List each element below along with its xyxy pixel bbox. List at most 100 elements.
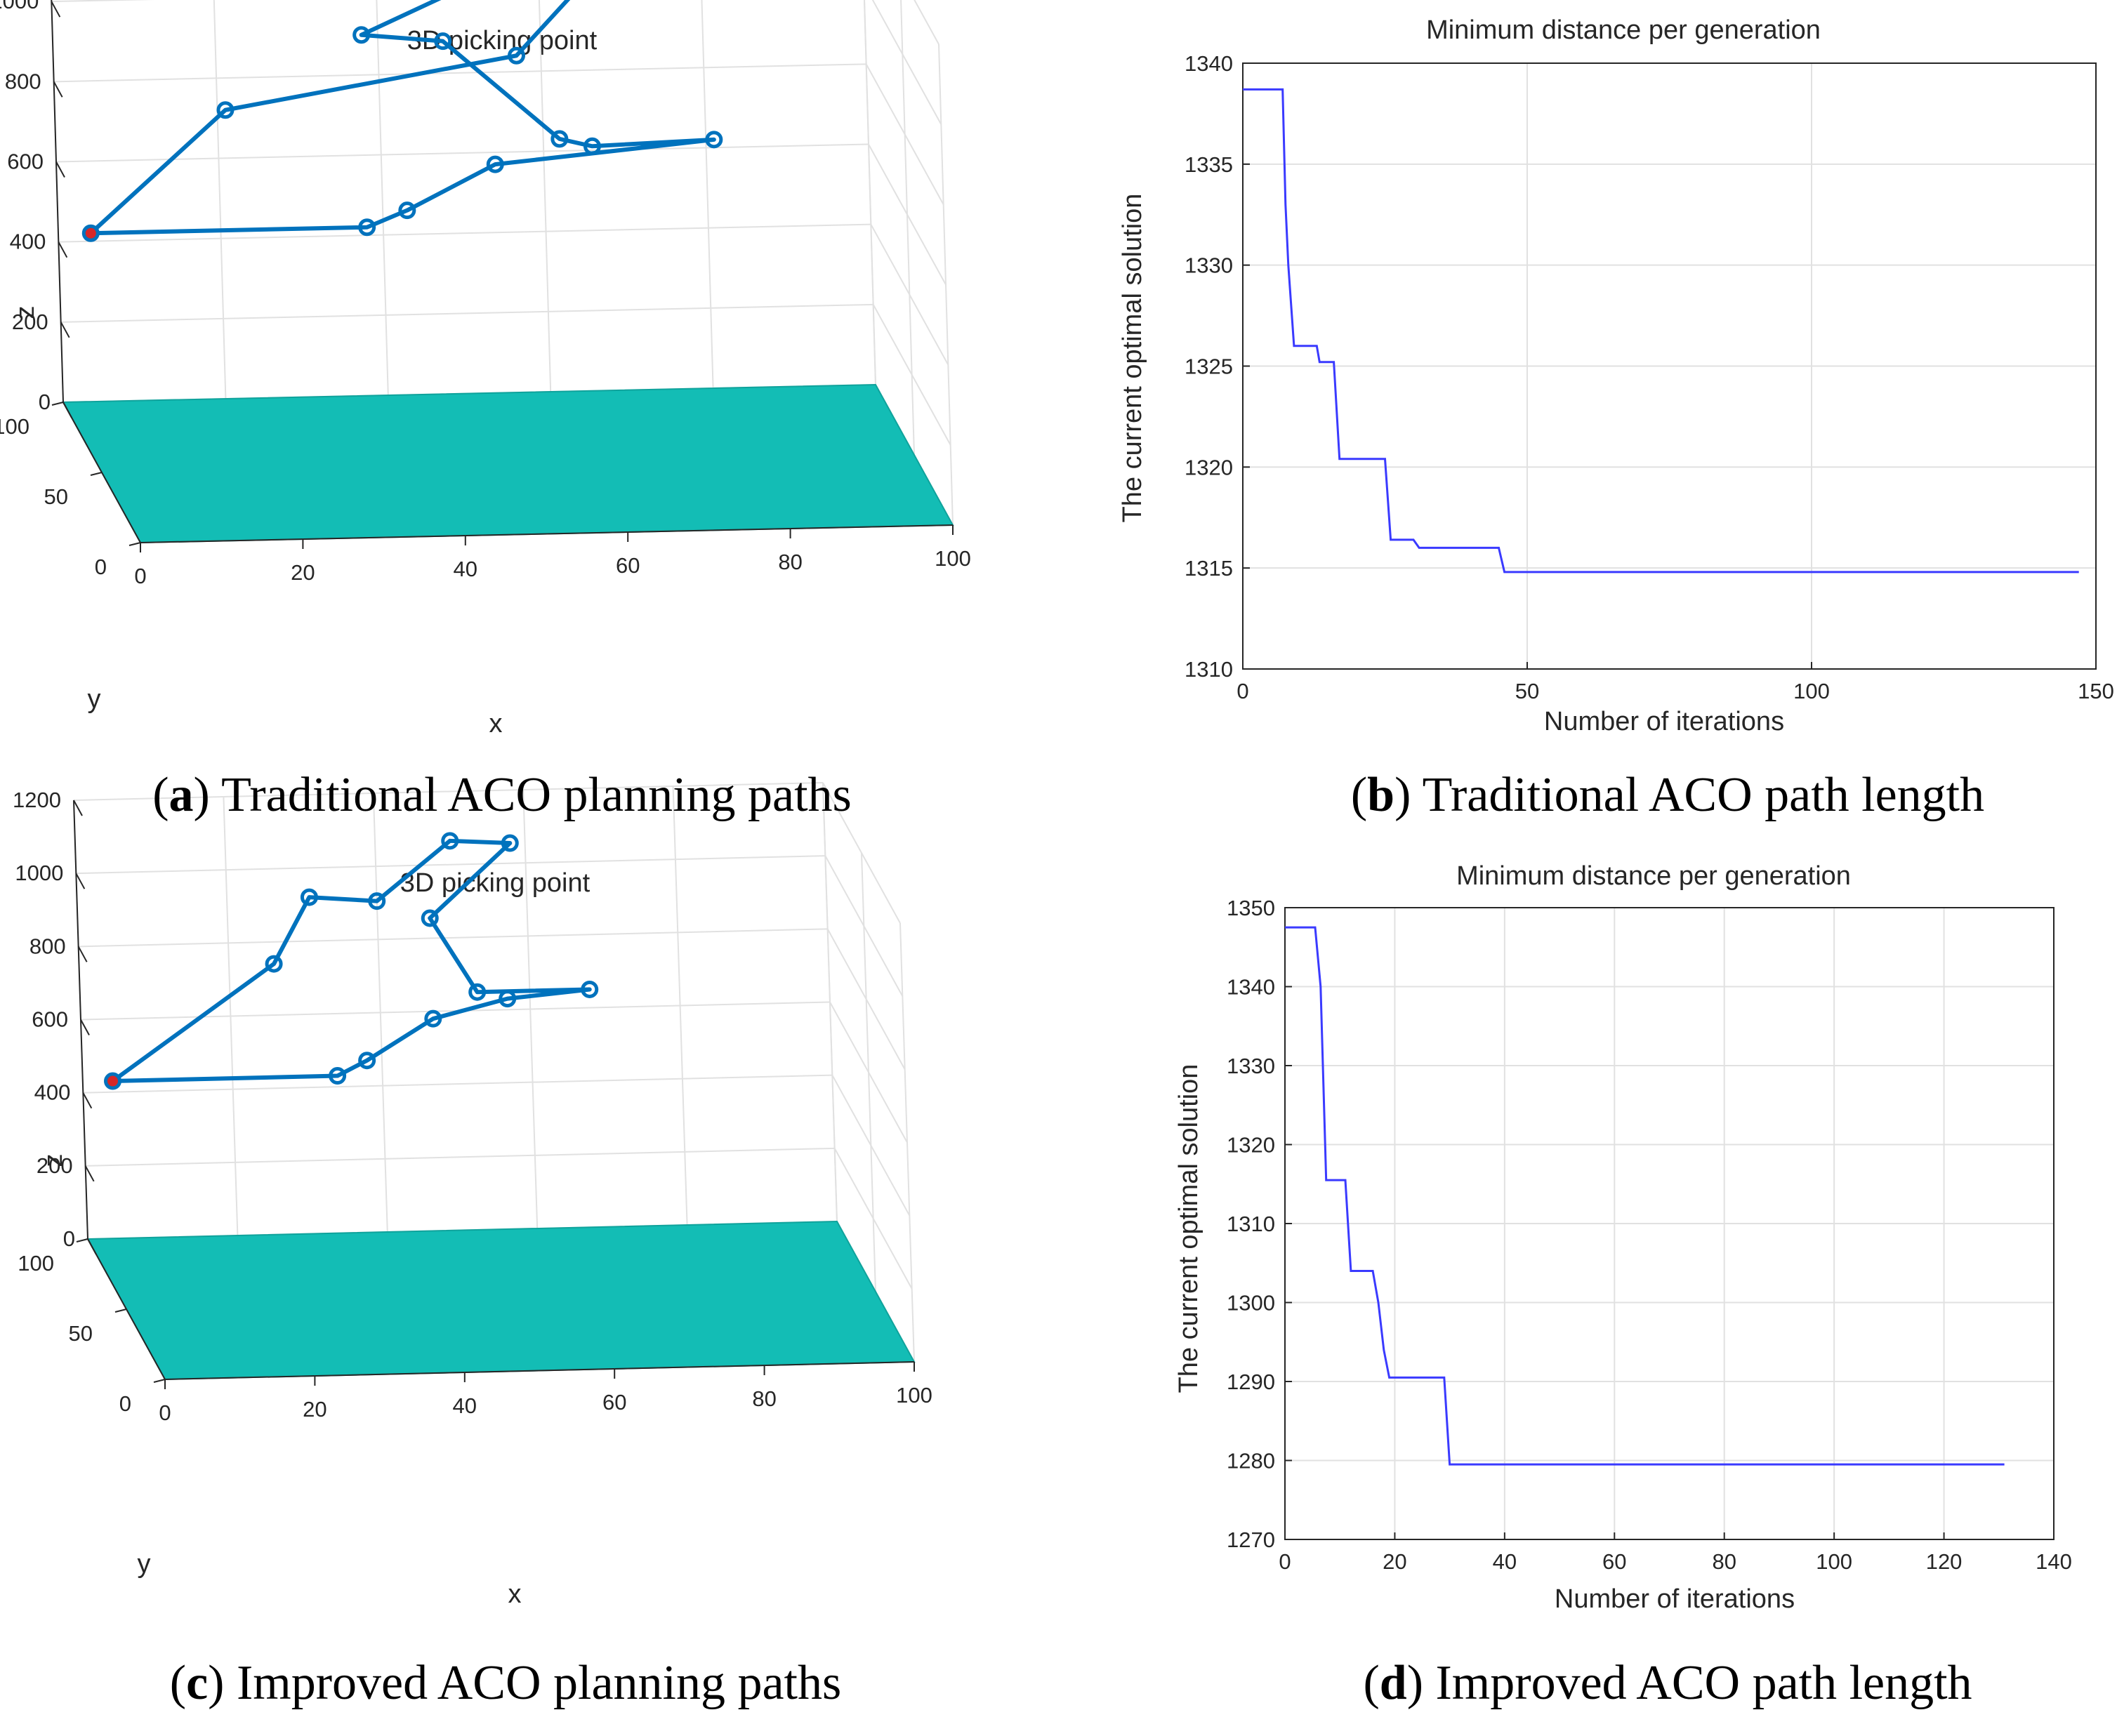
plot-frame: [1284, 907, 2055, 1540]
picking-point-marker: [468, 983, 487, 1001]
x-tick-label: 40: [1493, 1549, 1517, 1574]
picking-point-marker: [705, 131, 723, 149]
y-tick-label: 1340: [1185, 51, 1233, 76]
x-tick-label: 0: [159, 1400, 171, 1425]
grid-line: [55, 143, 869, 163]
z-tick-mark: [80, 1019, 90, 1035]
grid-line: [863, 0, 876, 385]
caption-text: Improved ACO path length: [1436, 1656, 1972, 1710]
x-tick-label: 50: [1515, 679, 1539, 703]
z-tick-label: 800: [5, 69, 41, 93]
x-tick-label: 20: [303, 1397, 327, 1422]
y-axis-title: y: [88, 684, 101, 714]
y-tick-label: 1320: [1227, 1133, 1275, 1158]
z-tick-label: 800: [29, 934, 66, 958]
grid-line: [672, 786, 688, 1226]
chart-title: Minimum distance per generation: [1456, 861, 1851, 891]
floor-surface: [86, 1220, 916, 1381]
caption-text: Improved ACO planning paths: [237, 1656, 841, 1710]
y-tick-label: 1330: [1185, 253, 1233, 278]
grid-line: [538, 0, 552, 392]
x-tick-label: 80: [778, 550, 802, 574]
picking-path-line: [89, 0, 716, 236]
grid-line: [85, 1147, 835, 1167]
chart-title: Minimum distance per generation: [1426, 15, 1821, 45]
y-tick-label: 50: [69, 1321, 93, 1346]
picking-point-marker: [507, 46, 525, 65]
picking-point-marker: [424, 1009, 442, 1028]
x-tick-label: 40: [454, 557, 477, 581]
y-tick-label: 100: [18, 1251, 54, 1276]
z-tick-label: 0: [63, 1226, 75, 1251]
z-tick-label: 600: [32, 1007, 68, 1032]
caption-letter: b: [1367, 768, 1394, 822]
grid-line: [701, 0, 714, 389]
z-tick-label: 600: [7, 150, 44, 174]
z-tick-mark: [87, 1238, 97, 1255]
picking-point-marker: [329, 1067, 347, 1085]
y-tick-mark: [90, 472, 103, 476]
y-tick-label: 100: [0, 414, 29, 439]
z-tick-mark: [75, 873, 86, 889]
picking-path-line: [111, 838, 592, 1084]
y-tick-label: 1335: [1185, 152, 1233, 177]
z-tick-mark: [82, 1092, 93, 1109]
x-axis-line: [140, 524, 954, 543]
caption-d: (d) Improved ACO path length: [1363, 1656, 1972, 1710]
caption-a: (a) Traditional ACO planning paths: [152, 768, 852, 822]
picking-point-marker: [581, 980, 599, 998]
picking-point-marker: [583, 137, 601, 155]
floor-surface: [62, 383, 954, 544]
optimal-solution-line: [1243, 88, 2079, 574]
z-tick-mark: [62, 402, 72, 418]
y-tick-mark: [128, 542, 141, 546]
z-tick-mark: [84, 1165, 95, 1182]
picking-point-marker: [441, 832, 459, 850]
grid-line: [861, 852, 876, 1292]
grid-line: [899, 922, 915, 1363]
grid-line: [78, 928, 828, 948]
y-axis-title: y: [138, 1549, 151, 1579]
z-tick-label: 400: [34, 1080, 71, 1105]
x-tick-label: 150: [2078, 679, 2114, 703]
z-tick-mark: [53, 81, 63, 98]
grid-line: [76, 855, 826, 875]
y-tick-label: 1270: [1227, 1528, 1275, 1552]
picking-point-marker: [216, 101, 235, 119]
picking-point-marker: [352, 26, 371, 44]
picking-point-marker: [486, 155, 504, 173]
x-axis-title: x: [508, 1579, 522, 1609]
y-tick-label: 1350: [1227, 896, 1275, 920]
grid-line: [60, 303, 873, 323]
x-axis-title: Number of iterations: [1555, 1584, 1795, 1614]
x-tick-label: 60: [602, 1390, 626, 1414]
picking-point-marker: [358, 218, 376, 237]
y-tick-label: 1300: [1227, 1291, 1275, 1316]
z-tick-mark: [55, 161, 65, 178]
picking-point-marker: [368, 892, 386, 910]
panel-d-convergence: Minimum distance per generation 0 20 40 60 8…: [1174, 861, 2072, 1614]
x-tick-label: 60: [616, 553, 640, 578]
grid-line: [372, 793, 388, 1233]
caption-letter: d: [1380, 1656, 1407, 1710]
x-tick-label: 140: [2036, 1549, 2072, 1574]
z-tick-mark: [51, 1, 61, 18]
y-tick-label: 1280: [1227, 1449, 1275, 1473]
grid-line: [376, 0, 389, 396]
y-tick-label: 1330: [1227, 1054, 1275, 1078]
grid-line: [73, 782, 824, 801]
z-tick-label: 400: [10, 230, 46, 254]
grid-line: [822, 782, 838, 1222]
x-tick-label: 0: [1279, 1549, 1291, 1574]
caption-c: (c) Improved ACO planning paths: [170, 1656, 842, 1710]
panel-a-3d-path: 3D picking point 02004006008001000120002…: [0, 0, 971, 738]
y-tick-label: 1290: [1227, 1370, 1275, 1394]
grid-line: [938, 44, 954, 526]
caption-letter: a: [169, 768, 194, 822]
z-tick-label: 200: [37, 1153, 73, 1178]
x-tick-label: 100: [1816, 1549, 1852, 1574]
x-tick-label: 40: [453, 1393, 477, 1418]
y-axis-title: The current optimal solution: [1118, 194, 1147, 523]
